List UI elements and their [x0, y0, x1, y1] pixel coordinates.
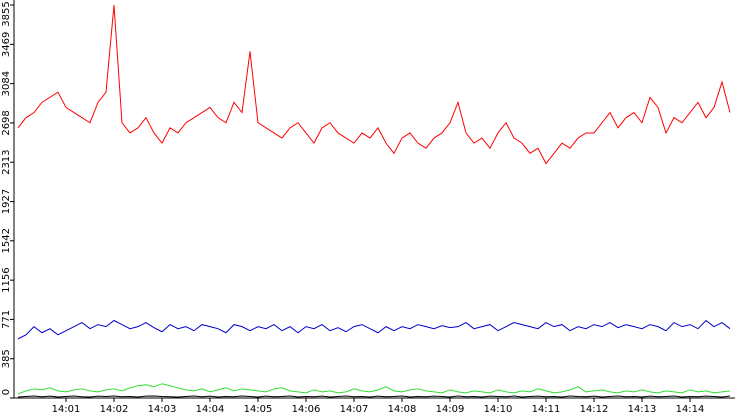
y-tick-label: 1927	[1, 189, 12, 214]
x-tick-label: 14:12	[580, 404, 609, 415]
series-line	[17, 319, 731, 340]
y-tick-label: 0	[1, 389, 12, 395]
x-tick-label: 14:09	[436, 404, 465, 415]
x-tick-label: 14:07	[340, 404, 369, 415]
y-tick-label: 1156	[1, 267, 12, 292]
y-tick-label: 2698	[1, 110, 12, 135]
y-tick-label: 2313	[1, 149, 12, 174]
x-tick-label: 14:03	[148, 404, 177, 415]
x-tick-label: 14:11	[532, 404, 561, 415]
x-tick-label: 14:10	[484, 404, 513, 415]
x-tick-label: 14:02	[100, 404, 129, 415]
y-tick-label: 3469	[1, 32, 12, 57]
series-line	[17, 383, 731, 395]
x-tick-label: 14:01	[52, 404, 81, 415]
y-tick-label: 385	[1, 349, 12, 368]
series-line	[17, 4, 731, 165]
x-tick-label: 14:14	[676, 404, 705, 415]
y-tick-label: 1542	[1, 228, 12, 253]
y-tick-label: 3084	[1, 71, 12, 96]
y-tick-label: 771	[1, 310, 12, 329]
x-tick-label: 14:05	[244, 404, 273, 415]
x-tick-label: 14:08	[388, 404, 417, 415]
x-tick-label: 14:04	[196, 404, 225, 415]
x-tick-label: 14:13	[628, 404, 657, 415]
x-tick-label: 14:06	[292, 404, 321, 415]
y-tick-label: 3855	[1, 1, 12, 26]
series-line	[17, 395, 731, 398]
